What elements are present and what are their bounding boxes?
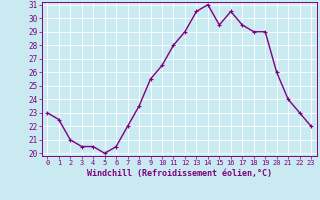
X-axis label: Windchill (Refroidissement éolien,°C): Windchill (Refroidissement éolien,°C) [87, 169, 272, 178]
